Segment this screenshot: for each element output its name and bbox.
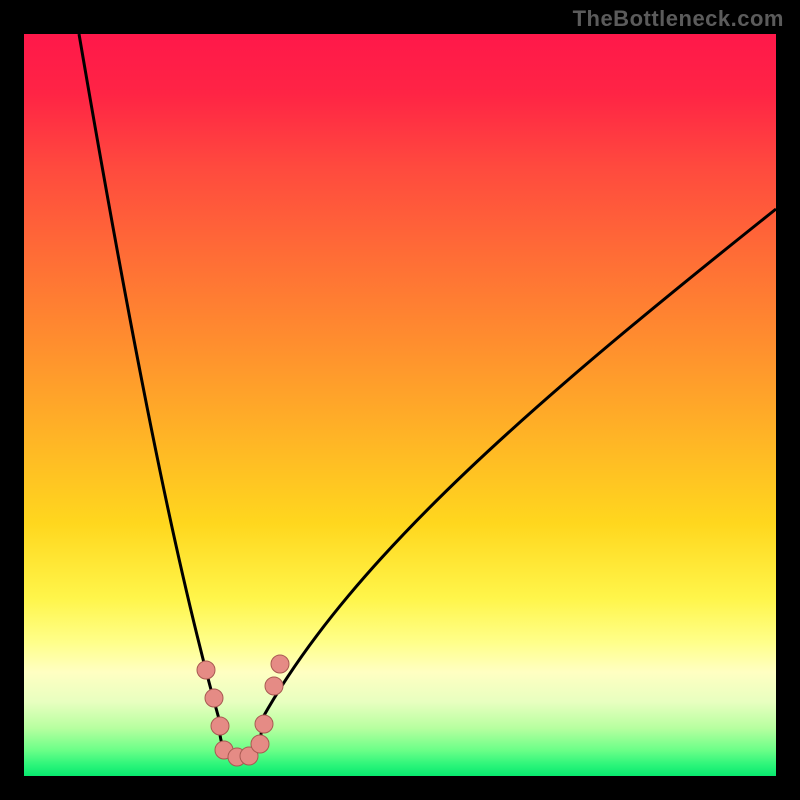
marker-point (265, 677, 283, 695)
marker-point (271, 655, 289, 673)
chart-frame: TheBottleneck.com (0, 0, 800, 800)
marker-point (197, 661, 215, 679)
curve-path (79, 34, 776, 757)
watermark-text: TheBottleneck.com (573, 6, 784, 32)
marker-point (211, 717, 229, 735)
marker-point (255, 715, 273, 733)
bottleneck-curve (24, 34, 776, 776)
plot-area (24, 34, 776, 776)
marker-group (197, 655, 289, 766)
marker-point (205, 689, 223, 707)
marker-point (251, 735, 269, 753)
